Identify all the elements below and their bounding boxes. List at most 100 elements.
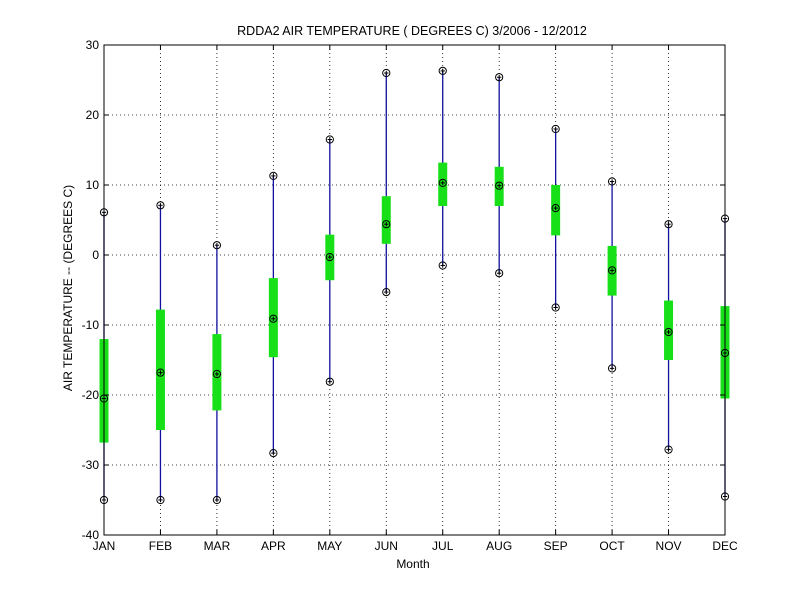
iqr-box: [155, 309, 165, 430]
plot-frame: [103, 44, 726, 536]
median-marker: [156, 368, 165, 377]
min-marker: [156, 495, 165, 505]
min-marker: [495, 269, 504, 278]
box-oct: [607, 177, 617, 373]
marker-circle: [495, 181, 504, 190]
median-marker: [551, 204, 560, 213]
marker-circle: [607, 364, 617, 373]
marker-circle: [607, 266, 617, 275]
min-marker: [269, 449, 278, 458]
marker-circle: [156, 201, 165, 210]
box-feb: [155, 201, 165, 505]
iqr-box: [381, 196, 391, 244]
x-tick-label: JAN: [93, 539, 116, 553]
y-axis-label: AIR TEMPERATURE -- (DEGREES C): [61, 185, 75, 391]
max-marker: [664, 220, 673, 229]
median-marker: [664, 327, 673, 337]
marker-circle: [664, 445, 673, 454]
x-tick-label: MAR: [204, 539, 231, 553]
x-tick-label: APR: [261, 539, 286, 553]
marker-circle: [212, 241, 222, 250]
marker-circle: [551, 303, 560, 312]
max-marker: [325, 135, 334, 144]
max-marker: [269, 171, 278, 180]
max-marker: [438, 66, 447, 76]
box-jul: [438, 66, 448, 270]
max-marker: [607, 177, 617, 186]
min-marker: [212, 495, 222, 505]
box-apr: [268, 171, 278, 458]
marker-circle: [325, 377, 334, 386]
marker-circle: [325, 253, 334, 262]
box-jun: [381, 68, 391, 297]
y-tick-label: 10: [86, 178, 100, 192]
x-tick-label: MAY: [317, 539, 342, 553]
marker-circle: [382, 288, 391, 297]
y-axis-ticks: -40 -30 -20 -10 0 10 20 30: [82, 38, 725, 542]
y-tick-label: 0: [92, 248, 99, 262]
marker-circle: [664, 327, 673, 337]
max-marker: [212, 241, 222, 250]
marker-circle: [438, 178, 447, 187]
min-marker: [664, 445, 673, 454]
x-tick-label: JUL: [432, 539, 454, 553]
median-marker: [382, 220, 391, 229]
marker-circle: [664, 220, 673, 229]
box-marks: [99, 66, 730, 505]
chart-title: RDDA2 AIR TEMPERATURE ( DEGREES C) 3/200…: [237, 24, 587, 38]
box-sep: [551, 124, 561, 312]
y-tick-label: -30: [82, 458, 100, 472]
marker-circle: [212, 495, 222, 505]
x-tick-label: JUN: [375, 539, 398, 553]
marker-circle: [551, 204, 560, 213]
min-marker: [325, 377, 334, 386]
max-marker: [156, 201, 165, 210]
x-tick-label: DEC: [712, 539, 738, 553]
y-tick-label: -20: [82, 388, 100, 402]
y-tick-label: -10: [82, 318, 100, 332]
max-marker: [382, 68, 391, 78]
box-may: [325, 135, 335, 386]
x-tick-label: FEB: [149, 539, 172, 553]
box-aug: [494, 73, 504, 278]
min-marker: [607, 364, 617, 373]
marker-circle: [607, 177, 617, 186]
min-marker: [382, 288, 391, 297]
y-tick-label: 30: [86, 38, 100, 52]
max-marker: [495, 73, 504, 82]
median-marker: [438, 178, 447, 187]
marker-circle: [269, 449, 278, 458]
marker-circle: [495, 73, 504, 82]
marker-circle: [382, 68, 391, 78]
max-marker: [551, 124, 560, 134]
marker-circle: [495, 269, 504, 278]
median-marker: [325, 253, 334, 262]
median-marker: [495, 181, 504, 190]
y-tick-label: -40: [82, 528, 100, 542]
x-tick-label: OCT: [599, 539, 625, 553]
x-axis-ticks: JAN FEB MAR APR MAY JUN JUL AUG SEP OCT NOV DEC: [93, 45, 738, 553]
marker-circle: [269, 171, 278, 180]
grid-lines: [103, 44, 726, 536]
x-axis-label: Month: [396, 557, 429, 571]
median-marker: [607, 266, 617, 275]
min-marker: [438, 261, 447, 270]
marker-circle: [551, 124, 560, 134]
marker-circle: [156, 495, 165, 505]
marker-circle: [325, 135, 334, 144]
box-nov: [664, 220, 674, 454]
marker-circle: [156, 368, 165, 377]
marker-circle: [438, 66, 447, 76]
x-tick-label: AUG: [486, 539, 512, 553]
box-mar: [212, 241, 222, 505]
median-marker: [212, 369, 222, 379]
marker-circle: [382, 220, 391, 229]
marker-circle: [212, 369, 222, 379]
marker-circle: [438, 261, 447, 270]
median-marker: [269, 314, 278, 323]
min-marker: [551, 303, 560, 312]
y-tick-label: 20: [86, 108, 100, 122]
marker-circle: [269, 314, 278, 323]
x-tick-label: SEP: [544, 539, 568, 553]
